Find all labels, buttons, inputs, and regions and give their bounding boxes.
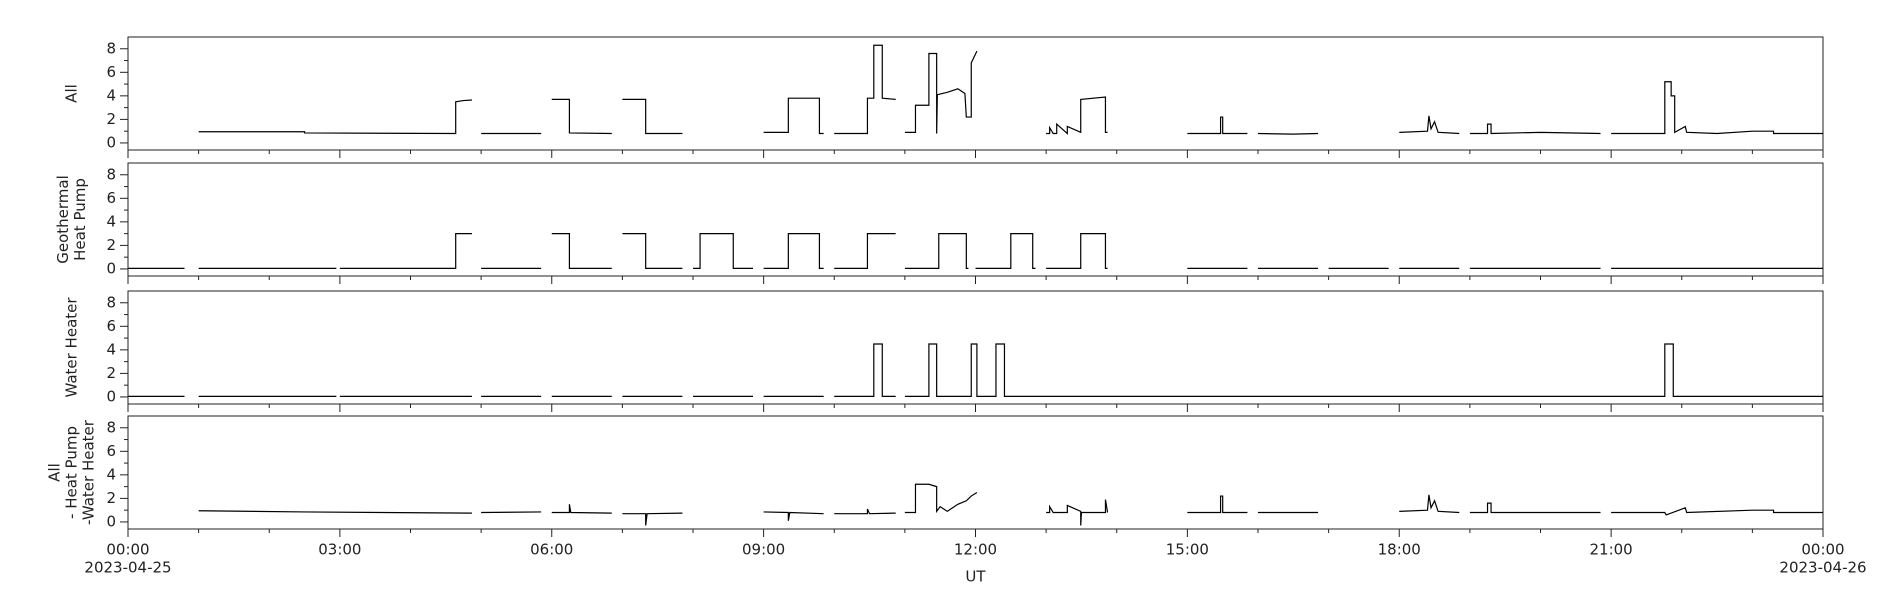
data-line bbox=[198, 44, 1823, 135]
data-line bbox=[198, 483, 1823, 526]
data-line bbox=[128, 343, 1823, 397]
x-tick-label: 18:00 bbox=[1378, 541, 1421, 559]
y-tick-label: 8 bbox=[106, 293, 116, 311]
y-tick-label: 0 bbox=[106, 387, 116, 405]
y-tick-label: 0 bbox=[106, 512, 116, 530]
y-axis-label: Water Heater bbox=[63, 297, 81, 398]
x-tick-label: 09:00 bbox=[742, 541, 785, 559]
y-tick-label: 0 bbox=[106, 259, 116, 277]
y-axis-label: All bbox=[46, 463, 64, 482]
y-axis-label: - Heat Pump bbox=[63, 426, 81, 519]
x-tick-label: 06:00 bbox=[530, 541, 573, 559]
y-tick-label: 2 bbox=[106, 110, 116, 128]
x-axis-label: UT bbox=[965, 568, 986, 586]
panel-frame bbox=[127, 162, 1824, 277]
x-tick-label: 21:00 bbox=[1590, 541, 1633, 559]
y-tick-label: 6 bbox=[106, 442, 116, 460]
x-tick-label: 03:00 bbox=[318, 541, 361, 559]
x-tick-label: 00:00 bbox=[106, 541, 149, 559]
y-tick-label: 8 bbox=[106, 39, 116, 57]
y-tick-label: 8 bbox=[106, 418, 116, 436]
y-tick-label: 2 bbox=[106, 489, 116, 507]
y-axis-label: Geothermal bbox=[54, 175, 72, 264]
x-tick-label: 00:00 bbox=[1801, 541, 1844, 559]
x-tick-label: 15:00 bbox=[1166, 541, 1209, 559]
y-axis-label: Heat Pump bbox=[71, 178, 89, 261]
y-tick-label: 4 bbox=[106, 465, 116, 483]
x-tick-label: 12:00 bbox=[954, 541, 997, 559]
y-tick-label: 6 bbox=[106, 317, 116, 335]
y-tick-label: 6 bbox=[106, 63, 116, 81]
y-tick-label: 6 bbox=[106, 189, 116, 207]
panel-frame bbox=[127, 290, 1824, 405]
y-tick-label: 4 bbox=[106, 212, 116, 230]
x-end-date: 2023-04-26 bbox=[1779, 559, 1866, 577]
y-tick-label: 4 bbox=[106, 86, 116, 104]
y-tick-label: 0 bbox=[106, 133, 116, 151]
y-tick-label: 2 bbox=[106, 364, 116, 382]
y-tick-label: 4 bbox=[106, 340, 116, 358]
y-axis-label: -Water Heater bbox=[80, 419, 98, 525]
x-start-date: 2023-04-25 bbox=[84, 559, 171, 577]
data-line bbox=[128, 233, 1823, 269]
y-tick-label: 8 bbox=[106, 165, 116, 183]
y-tick-label: 2 bbox=[106, 236, 116, 254]
y-axis-label: All bbox=[63, 84, 81, 103]
